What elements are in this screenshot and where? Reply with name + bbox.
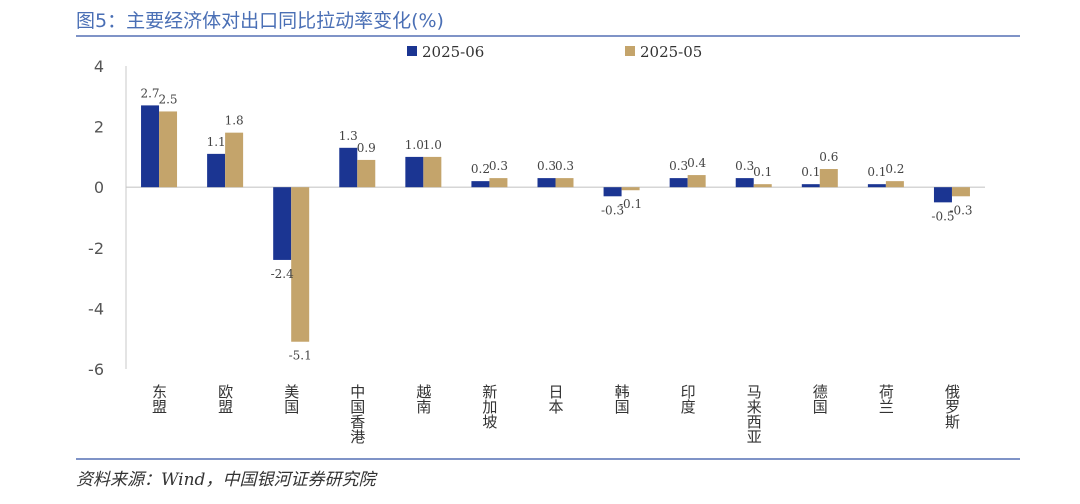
data-label: -0.1 <box>619 197 642 211</box>
data-labels: 2.72.51.11.8-2.4-5.11.30.9 1.01.00.20.3 0.… <box>140 86 972 362</box>
data-label: -5.1 <box>289 349 312 363</box>
data-label: 2.7 <box>140 86 159 100</box>
y-tick-label: -6 <box>88 360 104 379</box>
legend-label: 2025-05 <box>640 43 702 61</box>
bar-series-a <box>801 184 820 188</box>
bar-series-a <box>603 187 622 197</box>
data-label: -0.3 <box>601 203 624 217</box>
legend-swatch <box>625 46 635 56</box>
data-label: 0.3 <box>669 159 688 173</box>
data-label: 2.5 <box>158 92 177 106</box>
category-labels: 东盟 欧盟 美国 中国香港 越南 新加坡 日本 韩国 印度 马来西亚 德国 荷兰 俄罗斯 <box>150 383 961 444</box>
legend: 2025-06 2025-05 <box>407 43 702 61</box>
data-label: 1.3 <box>339 129 358 143</box>
data-label: 0.1 <box>753 165 772 179</box>
data-label: 0.1 <box>867 165 886 179</box>
category-label: 中国香港 <box>348 384 366 444</box>
bar-series-b <box>753 184 772 188</box>
category-label: 日本 <box>547 384 565 414</box>
y-axis: 4 2 0 -2 -4 -6 <box>88 57 985 379</box>
bar-series-a <box>339 147 358 188</box>
category-label: 荷兰 <box>877 384 895 414</box>
category-label: 俄罗斯 <box>943 384 961 430</box>
bar-series-b <box>687 175 706 188</box>
category-label: 欧盟 <box>216 384 234 414</box>
bar-series-b <box>819 169 838 188</box>
category-label: 新加坡 <box>480 384 498 429</box>
bar-series-b <box>357 159 376 188</box>
data-label: -0.3 <box>949 203 972 217</box>
data-label: 0.2 <box>471 162 490 176</box>
y-tick-label: 2 <box>94 118 104 137</box>
bar-series-a <box>669 178 688 188</box>
data-label: 0.4 <box>687 156 706 170</box>
data-label: 0.6 <box>819 150 838 164</box>
footer-rule <box>76 458 1020 460</box>
data-label: -0.5 <box>931 209 954 223</box>
bars <box>141 105 970 342</box>
title-underline <box>76 35 1020 37</box>
data-label: 0.1 <box>801 165 820 179</box>
bar-series-b <box>423 156 442 188</box>
data-label: 1.0 <box>423 138 442 152</box>
bar-series-a <box>405 156 424 188</box>
bar-series-b <box>159 111 178 188</box>
bar-series-a <box>141 105 160 188</box>
bar-series-a <box>867 184 886 188</box>
data-label: 0.3 <box>735 159 754 173</box>
data-label: 0.3 <box>555 159 574 173</box>
category-label: 印度 <box>679 384 697 414</box>
category-label: 越南 <box>414 384 432 414</box>
bar-series-b <box>489 178 508 188</box>
legend-swatch <box>407 46 417 56</box>
y-tick-label: -2 <box>88 239 104 258</box>
chart-title: 图5：主要经济体对出口同比拉动率变化(%) <box>76 10 444 32</box>
bar-series-a <box>933 187 952 203</box>
bar-series-b <box>555 178 574 188</box>
data-label: 0.9 <box>357 141 376 155</box>
y-tick-label: -4 <box>88 299 104 318</box>
bar-series-b <box>885 181 904 188</box>
y-tick-label: 4 <box>94 57 104 76</box>
legend-label: 2025-06 <box>422 43 484 61</box>
bar-series-b <box>225 132 244 188</box>
data-label: 1.8 <box>225 114 244 128</box>
category-label: 美国 <box>282 384 300 414</box>
data-label: 0.3 <box>489 159 508 173</box>
category-label: 德国 <box>811 383 829 414</box>
bar-series-a <box>471 181 490 188</box>
bar-series-b <box>291 187 310 342</box>
source-note: 资料来源：Wind，中国银河证券研究院 <box>76 470 376 490</box>
category-label: 韩国 <box>613 384 631 414</box>
y-tick-label: 0 <box>94 178 104 197</box>
bar-series-b <box>951 187 970 197</box>
data-label: 1.1 <box>207 135 226 149</box>
category-label: 东盟 <box>150 384 168 414</box>
category-label: 马来西亚 <box>745 384 763 444</box>
data-label: 0.2 <box>885 162 904 176</box>
bar-series-a <box>735 178 754 188</box>
bar-series-b <box>621 187 640 191</box>
bar-series-a <box>537 178 556 188</box>
data-label: 0.3 <box>537 159 556 173</box>
bar-series-a <box>207 153 226 188</box>
data-label: 1.0 <box>405 138 424 152</box>
bar-series-a <box>273 187 292 260</box>
data-label: -2.4 <box>271 267 295 281</box>
